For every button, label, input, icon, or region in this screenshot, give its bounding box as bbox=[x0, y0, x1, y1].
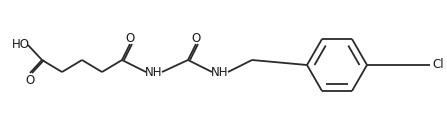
Text: Cl: Cl bbox=[432, 59, 443, 72]
Text: NH: NH bbox=[145, 66, 163, 78]
Text: O: O bbox=[191, 31, 201, 45]
Text: NH: NH bbox=[211, 66, 229, 78]
Text: HO: HO bbox=[12, 39, 30, 51]
Text: O: O bbox=[125, 31, 135, 45]
Text: O: O bbox=[25, 73, 34, 87]
